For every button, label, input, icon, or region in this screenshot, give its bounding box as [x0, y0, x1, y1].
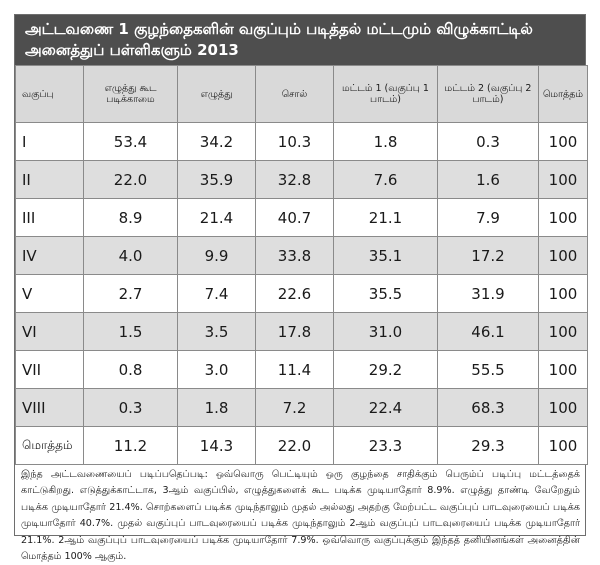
table-cell: 10.3	[255, 122, 334, 161]
table-cell: 11.4	[255, 350, 334, 389]
row-label: மொத்தம்	[15, 426, 84, 465]
table-cell: 29.3	[437, 426, 539, 465]
table-cell: 100	[538, 388, 588, 427]
column-header: எழுத்து	[177, 65, 256, 123]
table-cell: 1.5	[83, 312, 178, 351]
row-label: III	[15, 198, 84, 237]
row-label: I	[15, 122, 84, 161]
column-header: வகுப்பு	[15, 65, 84, 123]
header-row: வகுப்பு எழுத்து கூட படிக்காமை எழுத்து சொல் ம…	[15, 65, 588, 123]
table-cell: 100	[538, 160, 588, 199]
table-cell: 3.5	[177, 312, 256, 351]
row-label: VIII	[15, 388, 84, 427]
column-header: மட்டம் 1 (வகுப்பு 1 பாடம்)	[333, 65, 438, 123]
row-label: IV	[15, 236, 84, 275]
table-cell: 0.3	[437, 122, 539, 161]
table-cell: 100	[538, 350, 588, 389]
table-cell: 1.6	[437, 160, 539, 199]
table-cell: 35.9	[177, 160, 256, 199]
column-header: எழுத்து கூட படிக்காமை	[83, 65, 178, 123]
table-cell: 0.8	[83, 350, 178, 389]
table-cell: 100	[538, 426, 588, 465]
table-cell: 34.2	[177, 122, 256, 161]
table-cell: 21.1	[333, 198, 438, 237]
table-cell: 3.0	[177, 350, 256, 389]
table-cell: 100	[538, 122, 588, 161]
table-row: III 8.9 21.4 40.7 21.1 7.9 100	[15, 198, 588, 237]
table-cell: 7.2	[255, 388, 334, 427]
table-cell: 8.9	[83, 198, 178, 237]
table-row: VIII 0.3 1.8 7.2 22.4 68.3 100	[15, 388, 588, 427]
table-cell: 23.3	[333, 426, 438, 465]
table-row: II 22.0 35.9 32.8 7.6 1.6 100	[15, 160, 588, 199]
table-cell: 35.1	[333, 236, 438, 275]
table-cell: 55.5	[437, 350, 539, 389]
table-cell: 0.3	[83, 388, 178, 427]
table-cell: 7.6	[333, 160, 438, 199]
table-cell: 100	[538, 236, 588, 275]
row-label: V	[15, 274, 84, 313]
row-label: VI	[15, 312, 84, 351]
table-cell: 31.9	[437, 274, 539, 313]
table-cell: 68.3	[437, 388, 539, 427]
table-cell: 22.0	[83, 160, 178, 199]
table-cell: 100	[538, 198, 588, 237]
table-cell: 7.9	[437, 198, 539, 237]
table-cell: 35.5	[333, 274, 438, 313]
table-row: IV 4.0 9.9 33.8 35.1 17.2 100	[15, 236, 588, 275]
table-cell: 40.7	[255, 198, 334, 237]
table-row: V 2.7 7.4 22.6 35.5 31.9 100	[15, 274, 588, 313]
table-cell: 7.4	[177, 274, 256, 313]
table-cell: 21.4	[177, 198, 256, 237]
table-cell: 1.8	[177, 388, 256, 427]
table-cell: 22.0	[255, 426, 334, 465]
table-cell: 100	[538, 312, 588, 351]
table-title: அட்டவணை 1 குழந்தைகளின் வகுப்பும் படித்தல…	[15, 15, 585, 65]
table-row: I 53.4 34.2 10.3 1.8 0.3 100	[15, 122, 588, 161]
table-figure: அட்டவணை 1 குழந்தைகளின் வகுப்பும் படித்தல…	[14, 14, 588, 562]
table-cell: 33.8	[255, 236, 334, 275]
table-cell: 29.2	[333, 350, 438, 389]
table-cell: 22.6	[255, 274, 334, 313]
table-cell: 22.4	[333, 388, 438, 427]
reading-level-table: வகுப்பு எழுத்து கூட படிக்காமை எழுத்து சொல் ம…	[15, 65, 588, 465]
table-row: VII 0.8 3.0 11.4 29.2 55.5 100	[15, 350, 588, 389]
column-header: சொல்	[255, 65, 334, 123]
table-cell: 11.2	[83, 426, 178, 465]
table-cell: 46.1	[437, 312, 539, 351]
table-cell: 14.3	[177, 426, 256, 465]
table-cell: 17.2	[437, 236, 539, 275]
table-cell: 31.0	[333, 312, 438, 351]
table-cell: 53.4	[83, 122, 178, 161]
table-cell: 4.0	[83, 236, 178, 275]
table-body: I 53.4 34.2 10.3 1.8 0.3 100 II 22.0 35.9 32.8 7.6 1…	[15, 122, 588, 465]
table-row: VI 1.5 3.5 17.8 31.0 46.1 100	[15, 312, 588, 351]
table-cell: 1.8	[333, 122, 438, 161]
table-cell: 32.8	[255, 160, 334, 199]
table-note: இந்த அட்டவணையைப் படிப்பதெப்படி: ஒவ்வொரு …	[21, 469, 580, 563]
row-label: VII	[15, 350, 84, 389]
table-cell: 2.7	[83, 274, 178, 313]
row-label: II	[15, 160, 84, 199]
column-header: மட்டம் 2 (வகுப்பு 2 பாடம்)	[437, 65, 539, 123]
column-header: மொத்தம்	[538, 65, 588, 123]
table-cell: 17.8	[255, 312, 334, 351]
total-row: மொத்தம் 11.2 14.3 22.0 23.3 29.3 100	[15, 426, 588, 465]
table-cell: 100	[538, 274, 588, 313]
table-cell: 9.9	[177, 236, 256, 275]
